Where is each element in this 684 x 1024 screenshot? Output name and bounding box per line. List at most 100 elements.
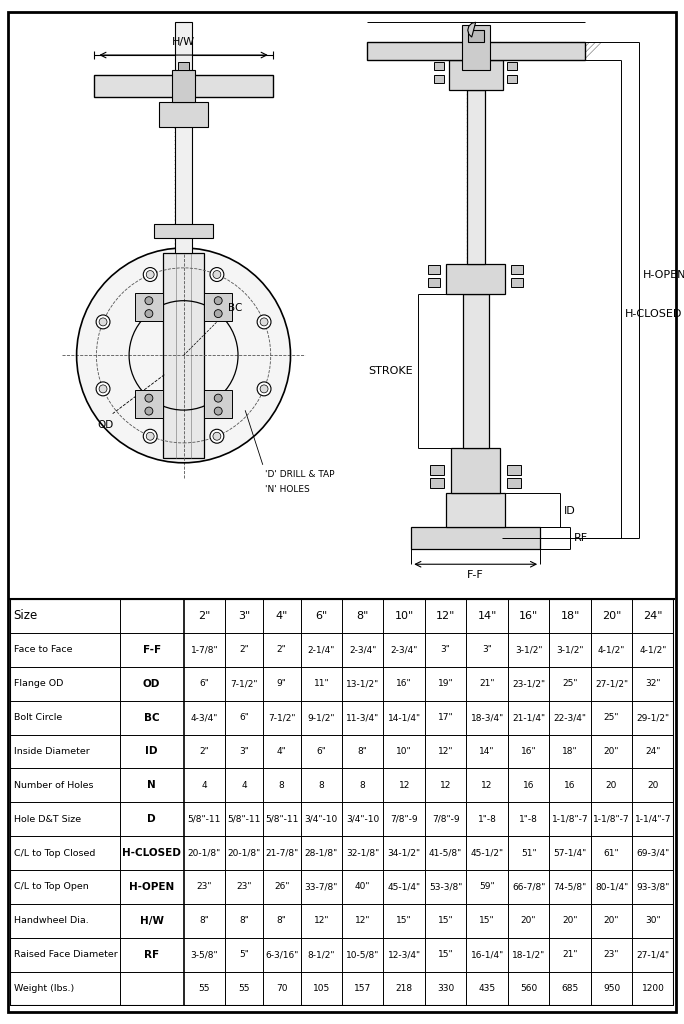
- Bar: [449, 60, 503, 90]
- Text: 45-1/4": 45-1/4": [388, 883, 421, 892]
- Bar: [428, 265, 440, 273]
- Text: 20": 20": [604, 746, 619, 756]
- Bar: [463, 294, 488, 447]
- Bar: [508, 465, 521, 475]
- Circle shape: [260, 385, 268, 393]
- Text: 16": 16": [519, 611, 538, 621]
- Text: 74-5/8": 74-5/8": [553, 883, 587, 892]
- Text: 2-3/4": 2-3/4": [391, 645, 418, 654]
- Text: 22-3/4": 22-3/4": [553, 713, 587, 722]
- Text: 3-5/8": 3-5/8": [191, 950, 218, 959]
- Bar: [508, 75, 517, 83]
- Text: 1200: 1200: [642, 984, 664, 993]
- Text: N: N: [147, 780, 156, 791]
- Text: 6": 6": [239, 713, 249, 722]
- Bar: [430, 478, 444, 487]
- Bar: [451, 447, 501, 493]
- Circle shape: [96, 382, 110, 396]
- Text: 5/8"-11: 5/8"-11: [187, 815, 221, 823]
- Circle shape: [213, 270, 221, 279]
- Text: 2": 2": [200, 746, 209, 756]
- Text: 13-1/2": 13-1/2": [346, 679, 380, 688]
- Text: 20": 20": [604, 916, 619, 926]
- Text: 2-3/4": 2-3/4": [349, 645, 376, 654]
- Text: 1-1/8"-7: 1-1/8"-7: [593, 815, 630, 823]
- Text: Bolt Circle: Bolt Circle: [14, 713, 62, 722]
- Text: 10": 10": [395, 611, 414, 621]
- Text: 80-1/4": 80-1/4": [595, 883, 628, 892]
- Text: H/W: H/W: [140, 915, 163, 926]
- Text: STROKE: STROKE: [369, 367, 413, 376]
- Text: 9": 9": [277, 679, 287, 688]
- Circle shape: [260, 317, 268, 326]
- Text: 7-1/2": 7-1/2": [268, 713, 295, 722]
- Text: 1"-8: 1"-8: [477, 815, 497, 823]
- Circle shape: [145, 297, 153, 305]
- Text: F-F: F-F: [467, 570, 484, 581]
- Text: 57-1/4": 57-1/4": [553, 849, 587, 858]
- Text: 2": 2": [198, 611, 211, 621]
- Bar: [434, 62, 444, 70]
- Bar: [367, 42, 585, 60]
- Text: 6": 6": [316, 746, 326, 756]
- Text: 4": 4": [277, 746, 287, 756]
- Text: 8: 8: [279, 781, 285, 790]
- Bar: [462, 26, 490, 70]
- Text: 15": 15": [479, 916, 495, 926]
- Bar: [512, 265, 523, 273]
- Text: 330: 330: [437, 984, 454, 993]
- Text: 'N' HOLES: 'N' HOLES: [265, 484, 309, 494]
- Text: 16: 16: [523, 781, 534, 790]
- Text: 3-1/2": 3-1/2": [556, 645, 584, 654]
- Text: D: D: [147, 814, 156, 824]
- Bar: [468, 30, 484, 42]
- Text: 105: 105: [313, 984, 330, 993]
- Bar: [94, 75, 273, 97]
- Text: 6-3/16": 6-3/16": [265, 950, 298, 959]
- Text: 8: 8: [318, 781, 324, 790]
- Text: 17": 17": [438, 713, 453, 722]
- Text: 16": 16": [397, 679, 412, 688]
- Circle shape: [145, 408, 153, 415]
- Bar: [428, 278, 440, 287]
- Bar: [512, 278, 523, 287]
- Bar: [135, 293, 163, 321]
- Text: 40": 40": [355, 883, 371, 892]
- Text: 61": 61": [604, 849, 619, 858]
- Text: 93-3/8": 93-3/8": [636, 883, 670, 892]
- Text: 59": 59": [479, 883, 495, 892]
- Text: 19": 19": [438, 679, 453, 688]
- Bar: [434, 75, 444, 83]
- Text: Number of Holes: Number of Holes: [14, 781, 93, 790]
- Text: 24": 24": [643, 611, 663, 621]
- Text: 33-7/8": 33-7/8": [304, 883, 338, 892]
- Text: 6": 6": [200, 679, 209, 688]
- Text: 12": 12": [436, 611, 456, 621]
- Text: 16-1/4": 16-1/4": [471, 950, 503, 959]
- Circle shape: [213, 432, 221, 440]
- Text: 3-1/2": 3-1/2": [515, 645, 542, 654]
- Text: 51": 51": [521, 849, 536, 858]
- Circle shape: [145, 394, 153, 402]
- Text: C/L to Top Open: C/L to Top Open: [14, 883, 88, 892]
- Text: 45-1/2": 45-1/2": [471, 849, 503, 858]
- Text: 26": 26": [274, 883, 289, 892]
- Text: 6": 6": [315, 611, 328, 621]
- Text: Face to Face: Face to Face: [14, 645, 72, 654]
- Text: 16: 16: [564, 781, 576, 790]
- Text: 3": 3": [440, 645, 451, 654]
- Text: 4-1/2": 4-1/2": [640, 645, 667, 654]
- Circle shape: [77, 248, 291, 463]
- Text: 157: 157: [354, 984, 371, 993]
- Circle shape: [146, 270, 154, 279]
- Text: 18": 18": [562, 746, 578, 756]
- Text: 15": 15": [438, 916, 453, 926]
- Circle shape: [99, 385, 107, 393]
- Circle shape: [210, 429, 224, 443]
- Text: 12": 12": [313, 916, 329, 926]
- Text: 30": 30": [645, 916, 661, 926]
- Circle shape: [210, 267, 224, 282]
- Text: C/L to Top Closed: C/L to Top Closed: [14, 849, 95, 858]
- Text: RF: RF: [574, 534, 588, 544]
- Text: 15": 15": [438, 950, 453, 959]
